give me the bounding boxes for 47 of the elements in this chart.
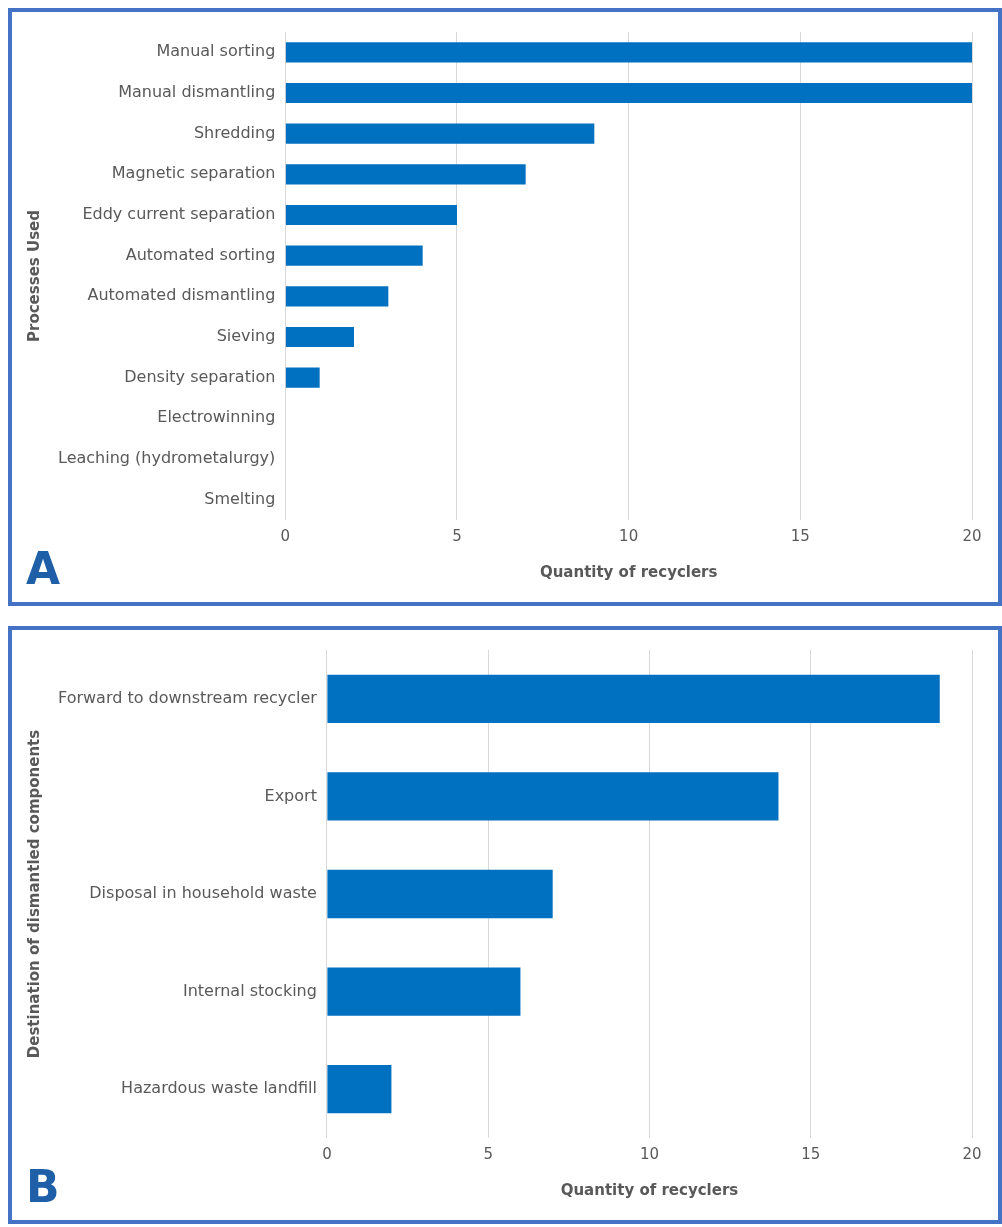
y-tick-label: Smelting xyxy=(204,488,276,508)
y-tick-label: Automated sorting xyxy=(125,244,276,264)
bar xyxy=(327,772,779,821)
x-tick-label: 10 xyxy=(619,526,639,545)
bar xyxy=(285,82,972,104)
x-tick-label: 0 xyxy=(322,1144,332,1163)
x-tick-label: 5 xyxy=(452,526,462,545)
bar xyxy=(285,42,972,63)
x-tick-label: 10 xyxy=(639,1144,659,1163)
bar xyxy=(285,326,354,348)
y-tick-label: Automated dismantling xyxy=(87,285,276,305)
bar xyxy=(327,869,553,919)
y-tick-label: Manual dismantling xyxy=(118,82,276,102)
x-axis-title: Quantity of recyclers xyxy=(560,1180,739,1199)
bar xyxy=(285,367,320,388)
y-axis-title: Processes Used xyxy=(24,210,43,342)
y-tick-label: Export xyxy=(264,785,317,805)
y-tick-label: Manual sorting xyxy=(156,41,276,61)
x-tick-label: 15 xyxy=(790,526,810,545)
y-tick-label: Magnetic separation xyxy=(111,163,276,183)
y-tick-label: Density separation xyxy=(124,366,276,386)
text: A xyxy=(26,543,61,594)
bar xyxy=(285,286,389,307)
y-tick-label: Disposal in household waste xyxy=(89,883,317,903)
y-tick-label: Hazardous waste landfill xyxy=(121,1078,317,1098)
y-tick-label: Sieving xyxy=(216,326,276,346)
bar xyxy=(327,1065,392,1114)
bar xyxy=(285,204,457,226)
y-tick-label: Electrowinning xyxy=(157,407,276,427)
bar xyxy=(285,164,526,185)
bar xyxy=(285,123,595,144)
text: B xyxy=(26,1161,60,1212)
y-axis-title: Destination of dismantled components xyxy=(24,729,43,1059)
x-axis-title: Quantity of recyclers xyxy=(539,562,718,581)
x-tick-label: 5 xyxy=(483,1144,493,1163)
x-tick-label: 20 xyxy=(962,526,982,545)
bar xyxy=(327,967,521,1016)
y-tick-label: Internal stocking xyxy=(182,980,317,1000)
bar xyxy=(285,245,423,266)
y-tick-label: Shredding xyxy=(193,122,276,142)
bar xyxy=(327,674,940,723)
y-tick-label: Eddy current separation xyxy=(82,204,276,224)
x-tick-label: 20 xyxy=(962,1144,982,1163)
y-tick-label: Leaching (hydrometalurgy) xyxy=(58,448,276,468)
y-tick-label: Forward to downstream recycler xyxy=(58,687,318,707)
x-tick-label: 15 xyxy=(801,1144,821,1163)
x-tick-label: 0 xyxy=(280,526,291,545)
